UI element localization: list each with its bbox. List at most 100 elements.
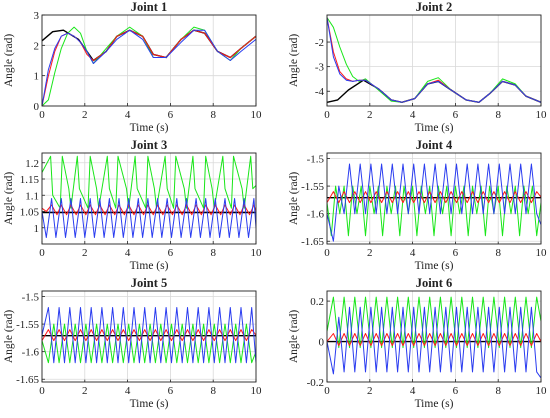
chart1-x-tick-label: 2 [82,109,88,121]
chart2-y-axis-label: Angle (rad) [288,34,300,87]
chart3-x-tick-label: 2 [82,247,88,259]
chart4-x-tick-label: 2 [367,247,373,259]
chart5-x-tick-label: 0 [39,385,45,397]
chart6-x-tick-label: 4 [410,385,416,397]
chart2-x-tick-label: 8 [495,109,501,121]
chart2: 0 2 4 6 8 10 -4 -3 -2 Joint 2 Time (s) Angle (rad) [288,0,547,134]
chart1-x-tick-label: 6 [168,109,174,121]
chart5-y-tick-label: -1.55 [16,319,39,331]
chart5-x-tick-label: 4 [125,385,131,397]
chart3-y-tick-label: 1.2 [25,158,39,170]
chart5-y-tick-label: -1.5 [22,292,40,304]
chart3-series-blue-line [42,198,256,238]
chart3-x-tick-label: 8 [210,247,216,259]
chart6-x-tick-label: 2 [367,385,373,397]
chart1-x-tick-label: 10 [251,109,263,121]
chart1-frame [41,14,257,107]
chart4-x-tick-label: 6 [453,247,459,259]
chart4-y-tick-label: -1.5 [307,154,325,166]
chart5-x-tick-label: 6 [168,385,174,397]
chart2-y-tick-label: -2 [315,37,324,49]
chart6-title: Joint 6 [416,276,452,290]
chart5-y-axis-label: Angle (rad) [3,310,15,363]
chart3-y-axis-label: Angle (rad) [3,172,15,225]
chart5-x-tick-label: 8 [210,385,216,397]
chart3-y-tick-label: 1 [34,223,40,235]
chart3-title: Joint 3 [131,138,167,152]
chart1-title: Joint 1 [131,0,167,14]
chart5-frame [41,290,257,383]
chart6-y-tick-label: 0 [319,337,325,349]
chart3-series-green-line [42,155,256,209]
chart3-y-tick-label: 1.1 [25,190,39,202]
chart5-series-red-line [42,329,256,342]
chart3-y-tick-label: 1.15 [20,174,40,186]
chart6-series-blue-line [327,306,541,379]
chart5-x-axis-label: Time (s) [130,398,169,410]
chart6-frame [326,290,542,383]
chart4-x-axis-label: Time (s) [415,260,454,272]
chart3-series-red-line [42,204,256,216]
chart3-x-tick-label: 4 [125,247,131,259]
chart2-x-tick-label: 10 [536,109,548,121]
chart3-x-axis-label: Time (s) [130,260,169,272]
chart4-series-blue-line [327,163,541,242]
chart6-x-tick-label: 0 [324,385,330,397]
chart2-x-tick-label: 2 [367,109,373,121]
chart6-x-tick-label: 6 [453,385,459,397]
chart2-x-tick-label: 6 [453,109,459,121]
chart6-y-tick-label: -0.2 [307,377,324,389]
chart2-y-tick-label: -3 [315,62,325,74]
chart3: 0 2 4 6 8 10 1 1.05 1.1 1.15 1.2 Joint 3 Time (s) Ang… [3,138,262,272]
chart2-x-tick-label: 4 [410,109,416,121]
chart3-frame [41,152,257,245]
chart1-y-axis-label: Angle (rad) [3,34,15,87]
chart1-y-tick-label: 3 [34,10,40,22]
chart3-x-tick-label: 0 [39,247,45,259]
chart4-y-tick-label: -1.6 [307,209,325,221]
chart5-title: Joint 5 [131,276,167,290]
chart1-x-tick-label: 8 [210,109,216,121]
chart4-frame [326,152,542,245]
chart4-x-tick-label: 0 [324,247,330,259]
chart1-x-tick-label: 4 [125,109,131,121]
chart2-x-tick-label: 0 [324,109,330,121]
chart4: 0 2 4 6 8 10 -1.65 -1.6 -1.55 -1.5 Joint 4 Time (s)… [288,138,547,272]
chart5-series-green-line [42,323,256,364]
chart2-x-axis-label: Time (s) [415,122,454,134]
chart4-title: Joint 4 [416,138,453,152]
chart1: 0 2 4 6 8 10 0 1 2 3 Joint 1 Time (s) Angle (rad) [3,0,262,134]
chart6-x-axis-label: Time (s) [415,398,454,410]
chart1-y-tick-label: 0 [34,101,40,113]
chart6-x-tick-label: 8 [495,385,501,397]
chart4-x-tick-label: 4 [410,247,416,259]
chart4-y-tick-label: -1.65 [301,236,324,248]
chart6-y-axis-label: Angle (rad) [288,310,300,363]
chart2-series-blue-line [327,17,541,103]
chart4-y-tick-label: -1.55 [301,181,324,193]
chart4-y-axis-label: Angle (rad) [288,172,300,225]
chart5-series-blue-line [42,307,256,364]
chart5-plot-area [42,291,256,382]
chart5-x-tick-label: 2 [82,385,88,397]
chart6-x-tick-label: 10 [536,385,548,397]
chart6-series-red-line [327,333,541,347]
chart1-y-tick-label: 1 [34,71,40,83]
chart2-y-tick-label: -4 [315,86,325,98]
chart1-y-tick-label: 2 [34,40,40,52]
chart3-x-tick-label: 6 [168,247,174,259]
chart1-series-blue-line [42,29,256,106]
chart5: 0 2 4 6 8 10 -1.65 -1.6 -1.55 -1.5 Joint 5 Time (s)… [3,276,262,410]
chart2-title: Joint 2 [416,0,452,14]
chart3-y-tick-label: 1.05 [20,207,40,219]
chart3-x-tick-label: 10 [251,247,263,259]
chart1-x-axis-label: Time (s) [130,122,169,134]
chart6-y-tick-label: 0.2 [310,296,324,308]
chart2-frame [326,14,542,107]
chart5-x-tick-label: 10 [251,385,263,397]
chart5-y-tick-label: -1.65 [16,374,39,386]
chart1-x-tick-label: 0 [39,109,45,121]
chart6-series-green-line [327,296,541,349]
